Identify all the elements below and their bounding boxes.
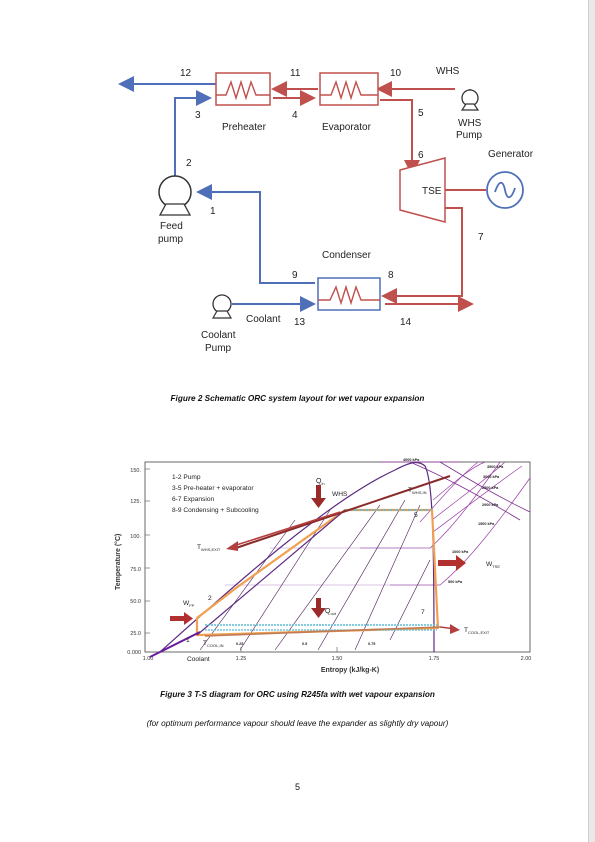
t-cool-in-label: TCOOL,IN <box>203 640 224 648</box>
stream-11: 11 <box>290 68 301 79</box>
quality-label: 0.75 <box>368 642 375 646</box>
pressure-label: 2000 kPa <box>482 503 499 507</box>
stream-8: 8 <box>388 270 394 281</box>
whs-pump-label-2: Pump <box>456 130 483 141</box>
x-tick: 1.25 <box>236 656 247 662</box>
y-axis-label: Temperature (°C) <box>114 534 122 590</box>
whs-pump-label-1: WHS <box>458 118 482 129</box>
stream-3: 3 <box>195 110 201 121</box>
w-tse-label: WTSE <box>486 561 500 569</box>
pressure-label: 3000 kPa <box>483 475 500 479</box>
stream-4: 4 <box>292 110 298 121</box>
w-fp-label: WFP <box>183 600 195 608</box>
w-fp-arrow <box>170 612 193 625</box>
whs-exit-arrow <box>229 511 341 548</box>
pressure-label: 4000 kPa <box>403 458 420 462</box>
y-tick: 125. <box>130 499 141 505</box>
legend-line: 1-2 Pump <box>172 474 201 481</box>
y-tick: 25.0 <box>130 631 141 637</box>
point-5: 5 <box>414 512 418 519</box>
tse-turbine <box>399 157 446 223</box>
legend-line: 3-5 Pre-heater + evaporator <box>172 485 254 492</box>
t-cool-exit-label: TCOOL,EXIT <box>464 627 490 635</box>
stream-12: 12 <box>180 68 192 79</box>
stream-14: 14 <box>400 317 412 328</box>
whs-line <box>235 475 451 549</box>
page-edge <box>588 0 595 842</box>
stream-1: 1 <box>210 206 216 217</box>
coolant-line <box>204 626 441 637</box>
y-tick: 150. <box>130 468 141 474</box>
coolant-label: Coolant <box>246 314 281 325</box>
coolant-annotation: Coolant <box>187 656 210 663</box>
x-tick: 1.75 <box>429 656 440 662</box>
stream-6: 6 <box>418 150 424 161</box>
x-axis-label: Entropy (kJ/kg-K) <box>321 667 379 674</box>
y-tick: 100. <box>130 534 141 540</box>
point-7: 7 <box>421 609 425 616</box>
x-tick: 1.00 <box>143 656 154 662</box>
evaporator-label: Evaporator <box>322 122 372 133</box>
stream-5: 5 <box>418 108 424 119</box>
feed-pump-label-1: Feed <box>160 221 183 232</box>
point-2: 2 <box>208 595 212 602</box>
tse-label: TSE <box>422 186 442 197</box>
legend-line: 6-7 Expansion <box>172 496 214 503</box>
figure-3-caption: Figure 3 T-S diagram for ORC using R245f… <box>160 690 435 699</box>
quality-label: 0.25 <box>236 642 243 646</box>
coolant-pump-label-1: Coolant <box>201 330 236 341</box>
pressure-label: 1500 kPa <box>478 522 495 526</box>
coolant-pump-icon <box>211 294 233 319</box>
isobar-lines <box>360 461 531 586</box>
q-out-label: Qout <box>325 608 337 616</box>
pressure-label: 500 kPa <box>448 580 463 584</box>
generator-label: Generator <box>488 149 534 160</box>
t-whs-exit-label: TWHS,EXIT <box>197 544 221 552</box>
stream-7: 7 <box>478 232 484 243</box>
stream-2: 2 <box>186 158 192 169</box>
y-tick: 75.0 <box>130 567 141 573</box>
whs-label: WHS <box>436 66 460 77</box>
pressure-label: 1000 kPa <box>452 550 469 554</box>
condenser-heat-exchanger <box>317 277 381 311</box>
whs-pump-icon <box>460 89 480 111</box>
y-tick: 50.0 <box>130 599 141 605</box>
legend-line: 8-9 Condensing + Subcooling <box>172 507 259 514</box>
figure-2-caption: Figure 2 Schematic ORC system layout for… <box>170 394 425 403</box>
feed-pump-label-2: pump <box>158 234 183 245</box>
preheater-label: Preheater <box>222 122 267 133</box>
q-in-arrow <box>311 485 326 508</box>
y-tick: 0.000 <box>127 650 141 656</box>
w-tse-arrow <box>438 555 466 571</box>
isotherm-lines <box>225 547 432 586</box>
x-tick: 1.50 <box>332 656 343 662</box>
evaporator-heat-exchanger <box>319 72 379 106</box>
t-whs-in-label: TWHS,IN <box>408 487 427 495</box>
condenser-label: Condenser <box>322 250 372 261</box>
page-number: 5 <box>294 782 300 792</box>
schematic-figure: 12 11 10 3 4 5 2 6 1 7 9 8 13 14 Preheat… <box>118 66 534 354</box>
generator-icon <box>486 171 524 209</box>
pressure-label: 2500 kPa <box>482 486 499 490</box>
whs-hot-stream <box>118 76 455 97</box>
low-line <box>149 631 201 658</box>
stream-13: 13 <box>294 317 306 328</box>
figure-3-note: (for optimum performance vapour should l… <box>146 719 449 728</box>
pressure-label: 3500 kPa <box>487 465 504 469</box>
q-in-label: Qin <box>316 478 325 486</box>
whs-annotation: WHS <box>332 491 348 498</box>
preheater-heat-exchanger <box>215 72 271 106</box>
coolant-pump-label-2: Pump <box>205 343 232 354</box>
feed-pump-icon <box>158 175 192 216</box>
x-tick: 2.00 <box>521 656 532 662</box>
q-out-arrow <box>311 598 326 618</box>
quality-label: 0.5 <box>302 642 307 646</box>
stream-10: 10 <box>390 68 402 79</box>
point-1: 1 <box>186 637 190 644</box>
stream-9: 9 <box>292 270 298 281</box>
